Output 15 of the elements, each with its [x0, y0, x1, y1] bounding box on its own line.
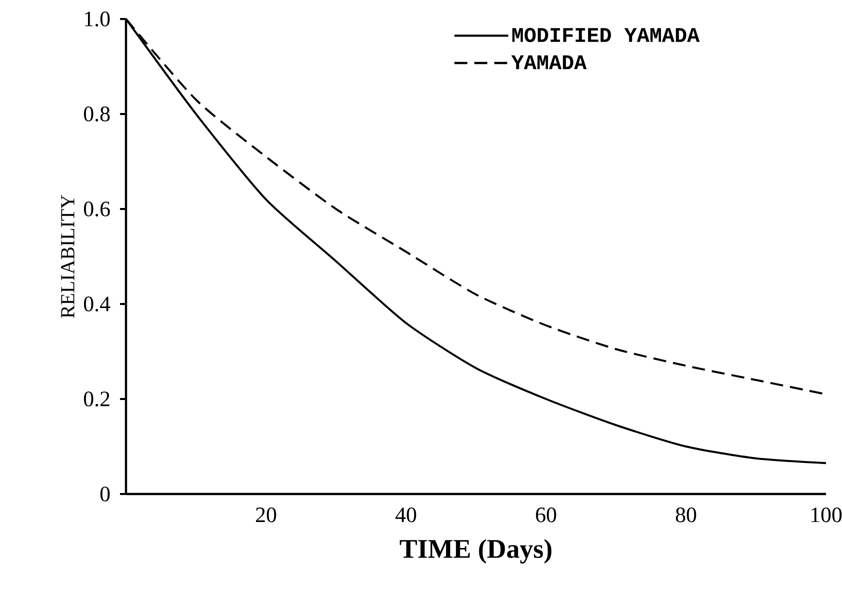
x-tick-label: 80: [676, 507, 696, 522]
legend-label: MODIFIED YAMADA: [512, 28, 700, 42]
y-axis-title: RELIABILITY: [61, 195, 74, 318]
y-tick-label: 0.6: [84, 202, 110, 216]
y-tick-label: 1.0: [85, 12, 110, 26]
y-tick-label: 0.4: [84, 296, 110, 312]
y-tick-label: 0.8: [84, 106, 110, 122]
x-tick-label: 40: [395, 507, 416, 522]
x-axis-title: TIME (Days): [400, 539, 552, 564]
y-tick-label: 0.2: [84, 392, 110, 406]
legend-label: YAMADA: [511, 55, 587, 70]
x-tick-label: 20: [256, 507, 276, 522]
x-tick-label: 60: [536, 507, 556, 522]
x-tick-label: 100: [811, 507, 842, 522]
y-tick-label: 0: [100, 486, 110, 502]
